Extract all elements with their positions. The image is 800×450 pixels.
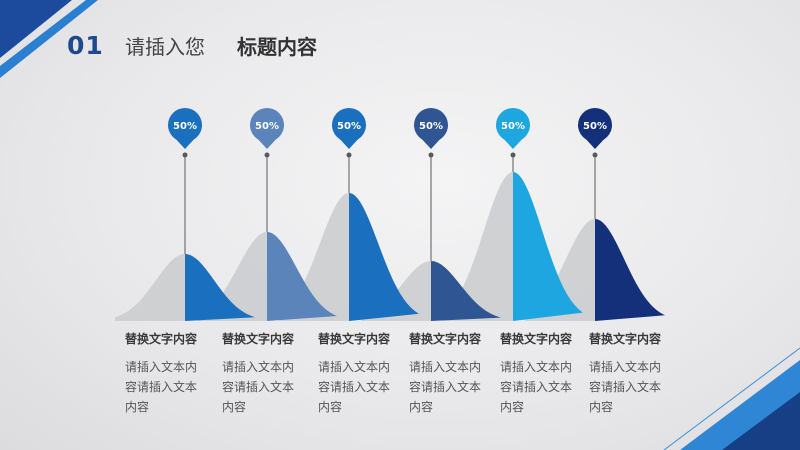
corner-stripe-top-left-light — [0, 0, 98, 78]
corner-stripe-bottom-right-dark — [722, 392, 800, 450]
percent-badge: 50% — [578, 108, 612, 149]
badge-circle — [168, 108, 202, 142]
badge-circle — [250, 108, 284, 142]
percent-badge: 50% — [414, 108, 448, 149]
page-title: 标题内容 — [237, 35, 317, 59]
badge-circle — [496, 108, 530, 142]
percent-badge: 50% — [250, 108, 284, 149]
connector-dot — [510, 152, 516, 158]
badge-circle — [414, 108, 448, 142]
connector-dot — [346, 152, 352, 158]
item-title: 替换文字内容 — [409, 332, 482, 346]
item-description: 请插入文本内容请插入文本内容 — [222, 360, 295, 414]
item-title: 替换文字内容 — [318, 332, 391, 346]
item-description: 请插入文本内容请插入文本内容 — [318, 360, 391, 414]
item-title: 替换文字内容 — [125, 332, 198, 346]
item-description: 请插入文本内容请插入文本内容 — [125, 360, 198, 414]
item-description: 请插入文本内容请插入文本内容 — [500, 360, 573, 414]
connector-dot — [428, 152, 434, 158]
item-title: 替换文字内容 — [222, 332, 295, 346]
curve-left-half — [443, 172, 513, 321]
curve-right-half — [185, 254, 255, 321]
title-prefix: 请插入您 — [125, 35, 205, 59]
curve-right-half — [431, 261, 501, 321]
item-description: 请插入文本内容请插入文本内容 — [409, 360, 482, 414]
badge-value: 50% — [501, 121, 525, 132]
connector-dot — [264, 152, 270, 158]
percent-badge: 50% — [168, 108, 202, 149]
item-title: 替换文字内容 — [500, 332, 573, 346]
badge-value: 50% — [583, 121, 607, 132]
percent-badge: 50% — [332, 108, 366, 149]
curve-left-half — [115, 254, 185, 321]
corner-thin-line — [663, 347, 800, 450]
badge-circle — [332, 108, 366, 142]
curve-left-half — [525, 219, 595, 321]
curve-left-half — [197, 232, 267, 321]
curve-right-half — [595, 219, 665, 321]
section-number: 01 — [67, 31, 104, 60]
item-title: 替换文字内容 — [589, 332, 662, 346]
percent-badge: 50% — [496, 108, 530, 149]
curve-right-half — [349, 193, 419, 321]
corner-stripe-top-left-dark — [0, 0, 72, 58]
badge-value: 50% — [337, 121, 361, 132]
badge-circle — [578, 108, 612, 142]
badge-value: 50% — [419, 121, 443, 132]
badge-value: 50% — [173, 121, 197, 132]
curve-left-half — [279, 193, 349, 321]
badge-value: 50% — [255, 121, 279, 132]
curve-right-half — [267, 232, 337, 321]
item-description: 请插入文本内容请插入文本内容 — [589, 360, 662, 414]
connector-dot — [182, 152, 188, 158]
curve-left-half — [361, 261, 431, 321]
connector-dot — [592, 152, 598, 158]
curve-right-half — [513, 172, 583, 321]
